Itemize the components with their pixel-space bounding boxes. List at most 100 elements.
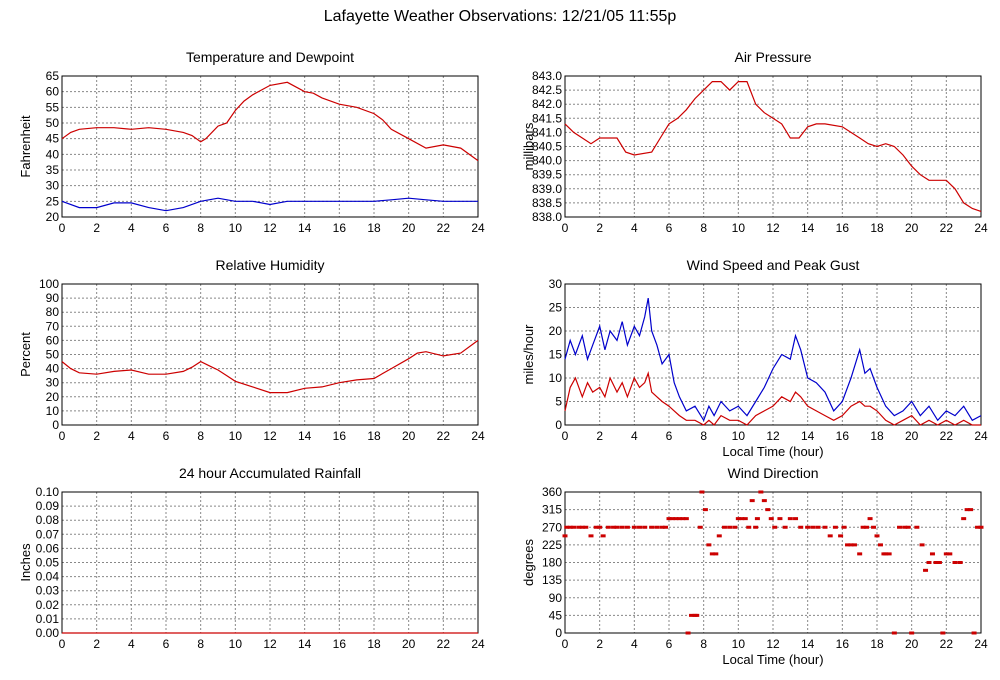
y-tick-label: 0 xyxy=(52,418,59,432)
x-tick-label: 16 xyxy=(836,221,850,235)
y-tick-label: 0.00 xyxy=(36,626,60,640)
page-title: Lafayette Weather Observations: 12/21/05… xyxy=(323,8,677,25)
direction-point xyxy=(860,525,866,529)
y-tick-label: 45 xyxy=(549,608,563,622)
y-tick-label: 839.5 xyxy=(532,168,562,182)
y-tick-label: 839.0 xyxy=(532,182,562,196)
direction-point xyxy=(732,525,738,529)
direction-point xyxy=(810,525,816,529)
direction-point xyxy=(886,552,892,556)
x-axis-label: Local Time (hour) xyxy=(722,652,823,667)
direction-point xyxy=(761,499,767,503)
x-tick-label: 18 xyxy=(367,637,381,651)
x-tick-label: 24 xyxy=(471,429,485,443)
direction-point xyxy=(943,552,949,556)
direction-point xyxy=(919,543,925,547)
direction-point xyxy=(822,525,828,529)
y-tick-label: 20 xyxy=(46,390,60,404)
x-tick-label: 8 xyxy=(700,221,707,235)
direction-point xyxy=(877,543,883,547)
x-tick-label: 22 xyxy=(437,221,451,235)
direction-point xyxy=(914,525,920,529)
x-tick-label: 12 xyxy=(263,429,277,443)
x-tick-label: 12 xyxy=(766,637,780,651)
direction-point xyxy=(579,525,585,529)
y-tick-label: 842.5 xyxy=(532,83,562,97)
y-tick-label: 10 xyxy=(549,371,563,385)
direction-point xyxy=(637,525,643,529)
y-tick-label: 15 xyxy=(549,348,563,362)
y-axis-label: Inches xyxy=(18,543,33,582)
x-tick-label: 10 xyxy=(229,429,243,443)
direction-point xyxy=(614,525,620,529)
y-tick-label: 35 xyxy=(46,163,60,177)
x-tick-label: 20 xyxy=(402,429,416,443)
direction-point xyxy=(697,525,703,529)
x-tick-label: 4 xyxy=(631,637,638,651)
x-tick-label: 0 xyxy=(562,637,569,651)
y-tick-label: 841.0 xyxy=(532,125,562,139)
x-tick-label: 16 xyxy=(333,637,347,651)
x-tick-label: 14 xyxy=(298,637,312,651)
x-tick-label: 4 xyxy=(128,221,135,235)
y-tick-label: 360 xyxy=(542,485,562,499)
direction-point xyxy=(978,525,984,529)
direction-point xyxy=(768,517,774,521)
x-tick-label: 22 xyxy=(437,429,451,443)
direction-point xyxy=(805,525,811,529)
direction-point xyxy=(777,517,783,521)
direction-point xyxy=(666,517,672,521)
direction-point xyxy=(746,525,752,529)
y-tick-label: 0.06 xyxy=(36,541,60,555)
direction-point xyxy=(588,534,594,538)
direction-point xyxy=(654,525,660,529)
direction-point xyxy=(851,543,857,547)
direction-point xyxy=(874,534,880,538)
direction-point xyxy=(676,517,682,521)
direction-point xyxy=(699,490,705,494)
y-tick-label: 30 xyxy=(46,376,60,390)
direction-point xyxy=(864,525,870,529)
y-axis-label: miles/hour xyxy=(521,324,536,385)
direction-point xyxy=(683,517,689,521)
x-tick-label: 8 xyxy=(700,429,707,443)
y-tick-label: 90 xyxy=(46,291,60,305)
direction-point xyxy=(929,552,935,556)
direction-point xyxy=(576,525,582,529)
x-tick-label: 10 xyxy=(229,221,243,235)
direction-point xyxy=(685,631,691,635)
direction-point xyxy=(611,525,617,529)
y-tick-label: 0.08 xyxy=(36,513,60,527)
x-tick-label: 6 xyxy=(666,637,673,651)
x-tick-label: 10 xyxy=(732,221,746,235)
direction-point xyxy=(727,525,733,529)
x-tick-label: 2 xyxy=(596,429,603,443)
y-tick-label: 30 xyxy=(46,179,60,193)
direction-point xyxy=(713,552,719,556)
direction-point xyxy=(663,525,669,529)
x-tick-label: 10 xyxy=(732,637,746,651)
series-line-red xyxy=(564,80,982,212)
direction-point xyxy=(673,517,679,521)
x-tick-label: 18 xyxy=(367,429,381,443)
chart-title: Air Pressure xyxy=(734,49,811,65)
direction-point xyxy=(619,525,625,529)
x-tick-label: 10 xyxy=(229,637,243,651)
y-tick-label: 270 xyxy=(542,520,562,534)
plot-frame xyxy=(564,491,982,634)
y-tick-label: 60 xyxy=(46,85,60,99)
direction-point xyxy=(694,613,700,617)
direction-point xyxy=(867,517,873,521)
y-tick-label: 838.0 xyxy=(532,210,562,224)
x-tick-label: 8 xyxy=(197,429,204,443)
y-axis-label: degrees xyxy=(521,539,536,586)
y-tick-label: 60 xyxy=(46,333,60,347)
series-line-blue xyxy=(564,297,982,422)
x-tick-label: 22 xyxy=(940,637,954,651)
direction-point xyxy=(642,525,648,529)
x-tick-label: 14 xyxy=(801,637,815,651)
x-tick-label: 20 xyxy=(402,637,416,651)
direction-point xyxy=(909,631,915,635)
x-tick-label: 8 xyxy=(197,637,204,651)
